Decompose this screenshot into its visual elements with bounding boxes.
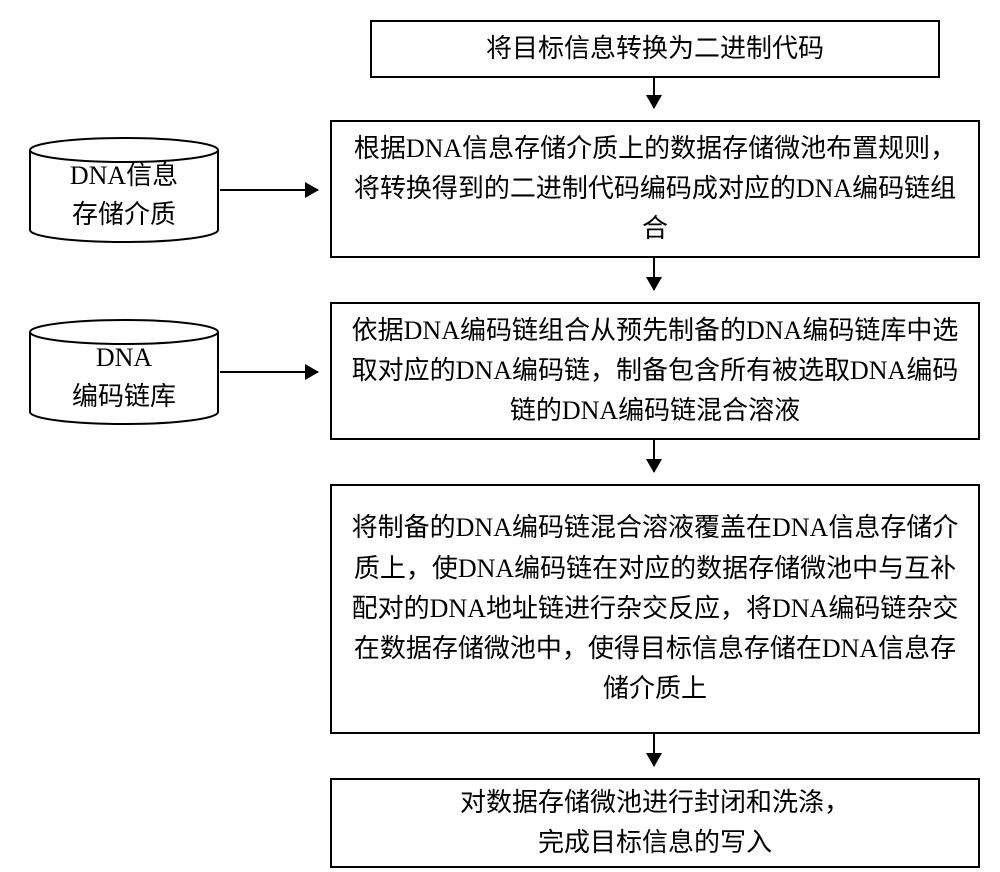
arrow-step3-step4 <box>653 440 655 472</box>
step-5-text: 对数据存储微池进行封闭和洗涤， 完成目标信息的写入 <box>460 783 850 864</box>
step-4-hybridization: 将制备的DNA编码链混合溶液覆盖在DNA信息存储介质上，使DNA编码链在对应的数… <box>330 484 980 734</box>
step-1-text: 将目标信息转换为二进制代码 <box>486 29 824 69</box>
arrow-cyl1-step2 <box>220 189 318 191</box>
step-2-text: 根据DNA信息存储介质上的数据存储微池布置规则，将转换得到的二进制代码编码成对应… <box>344 129 966 250</box>
arrow-step2-step3 <box>653 258 655 290</box>
arrow-cyl2-step3 <box>220 371 318 373</box>
step-5-seal-wash: 对数据存储微池进行封闭和洗涤， 完成目标信息的写入 <box>330 778 980 868</box>
arrow-step4-step5 <box>653 734 655 766</box>
step-2-encode-dna-chain: 根据DNA信息存储介质上的数据存储微池布置规则，将转换得到的二进制代码编码成对应… <box>330 120 980 258</box>
step-4-text: 将制备的DNA编码链混合溶液覆盖在DNA信息存储介质上，使DNA编码链在对应的数… <box>344 508 966 709</box>
step-3-select-prepare-solution: 依据DNA编码链组合从预先制备的DNA编码链库中选取对应的DNA编码链，制备包含… <box>330 302 980 440</box>
arrow-step1-step2 <box>653 78 655 108</box>
cylinder-dna-code-chain-library: DNA 编码链库 <box>28 318 220 426</box>
cylinder-1-label: DNA信息 存储介质 <box>70 146 178 234</box>
cylinder-dna-storage-medium: DNA信息 存储介质 <box>28 136 220 244</box>
flowchart-canvas: 将目标信息转换为二进制代码 根据DNA信息存储介质上的数据存储微池布置规则，将转… <box>20 20 980 852</box>
step-3-text: 依据DNA编码链组合从预先制备的DNA编码链库中选取对应的DNA编码链，制备包含… <box>344 311 966 432</box>
step-1-convert-binary: 将目标信息转换为二进制代码 <box>370 20 940 78</box>
cylinder-2-label: DNA 编码链库 <box>72 328 176 416</box>
